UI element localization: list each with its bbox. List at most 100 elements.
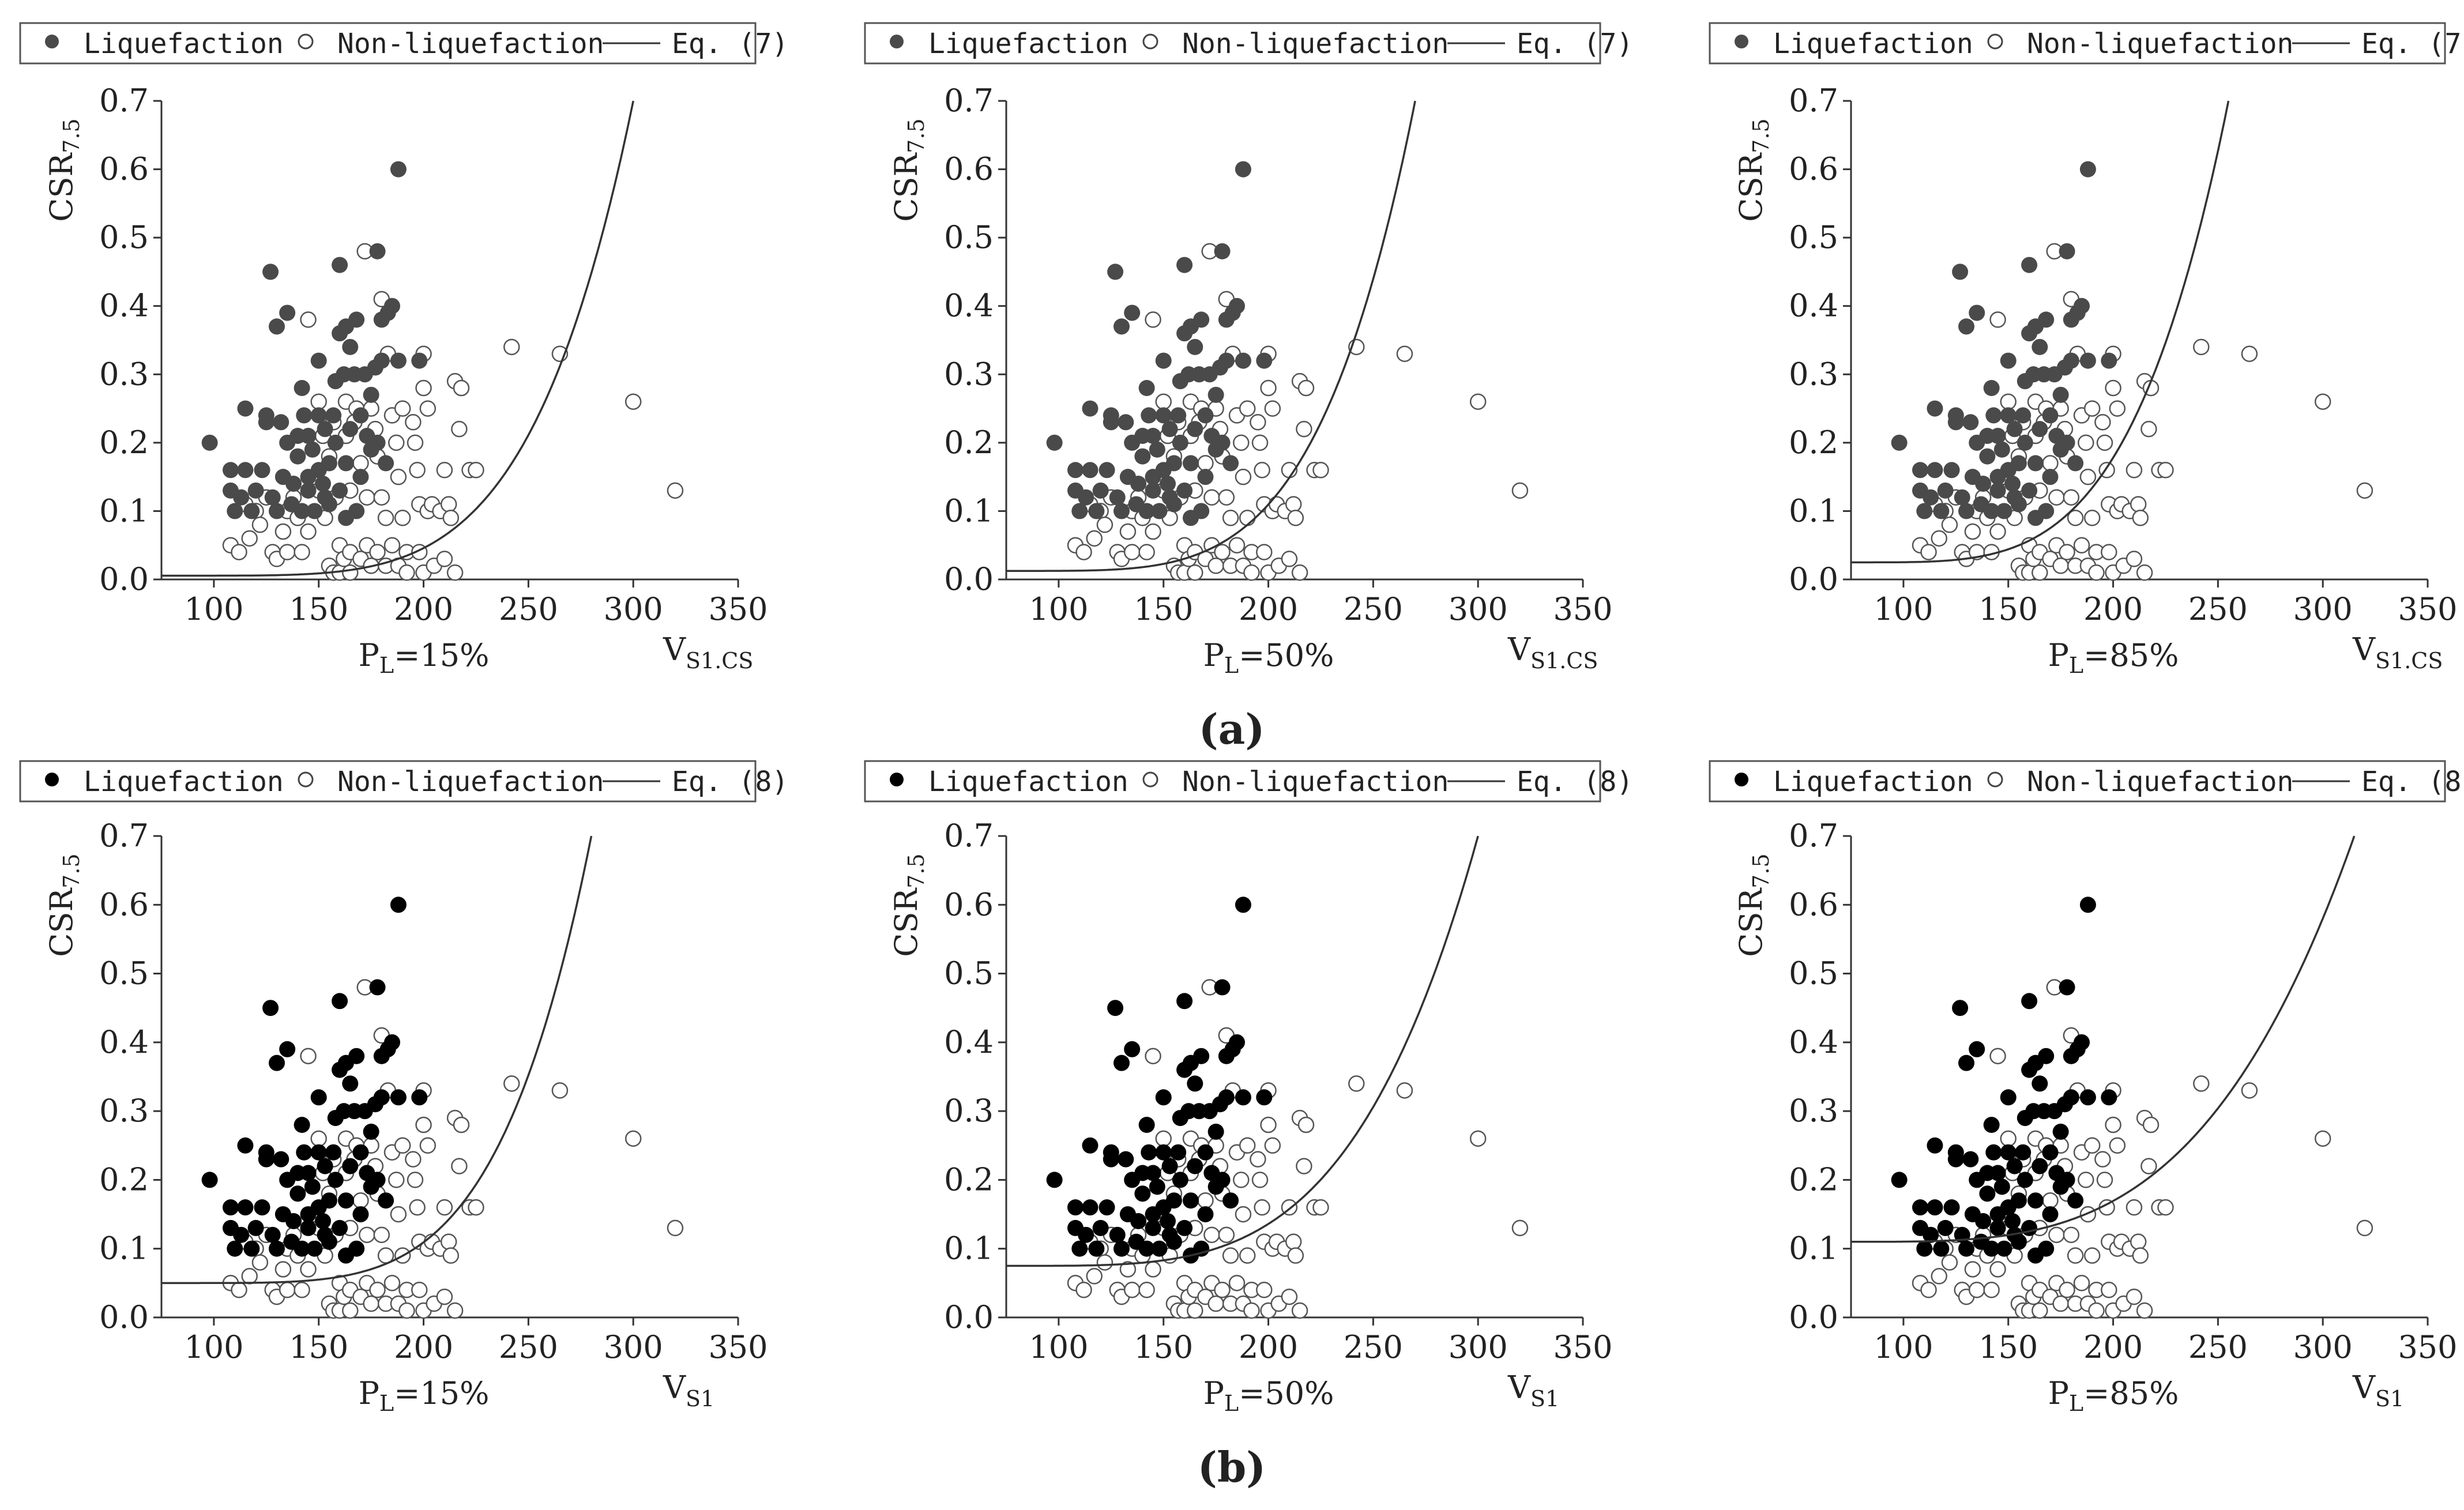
point-non-liquefaction	[390, 1206, 407, 1223]
point-liquefaction	[2015, 1144, 2032, 1161]
point-liquefaction	[1145, 1165, 1161, 1181]
point-non-liquefaction	[1469, 1130, 1487, 1147]
legend-marker-liquefaction	[890, 35, 904, 48]
point-liquefaction	[325, 407, 342, 424]
point-liquefaction	[1923, 489, 1939, 506]
point-non-liquefaction	[2088, 1302, 2105, 1319]
point-non-liquefaction	[373, 489, 390, 506]
point-liquefaction	[363, 386, 379, 403]
point-liquefaction	[1130, 1213, 1147, 1229]
point-non-liquefaction	[2105, 1116, 2121, 1134]
point-non-liquefaction	[468, 1199, 484, 1216]
row-label-b: (b)	[1198, 1443, 1266, 1492]
point-liquefaction	[1937, 482, 1954, 499]
point-liquefaction	[369, 243, 386, 259]
point-non-liquefaction	[2130, 1233, 2147, 1251]
point-liquefaction	[1103, 407, 1119, 424]
point-liquefaction	[1983, 1240, 2000, 1257]
point-non-liquefaction	[2096, 434, 2113, 451]
point-non-liquefaction	[1228, 537, 1246, 553]
point-liquefaction	[1927, 1137, 1943, 1154]
x-tick-label: 200	[394, 591, 453, 627]
y-tick-label: 0.3	[99, 356, 149, 392]
point-non-liquefaction	[2356, 482, 2373, 499]
panel-sublabel: PL=15%	[359, 1375, 490, 1416]
point-liquefaction	[348, 311, 365, 328]
point-liquefaction	[1145, 1219, 1161, 1236]
legend-marker-liquefaction	[1735, 35, 1748, 48]
point-non-liquefaction	[436, 1288, 453, 1305]
point-non-liquefaction	[2094, 414, 2111, 431]
point-non-liquefaction	[1145, 523, 1161, 540]
point-liquefaction	[273, 1151, 289, 1168]
point-liquefaction	[1975, 1213, 1992, 1229]
point-liquefaction	[1207, 386, 1224, 403]
y-tick-label: 0.2	[1789, 1161, 1838, 1198]
point-non-liquefaction	[251, 516, 269, 533]
x-axis-label: VS1.CS	[663, 631, 753, 673]
point-liquefaction	[1149, 1178, 1165, 1195]
legend-marker-liquefaction	[45, 35, 59, 48]
point-liquefaction	[332, 1219, 348, 1236]
y-tick-label: 0.7	[99, 82, 149, 119]
point-non-liquefaction	[1285, 496, 1302, 513]
legend-label-liquefaction: Liquefaction	[928, 28, 1128, 60]
boundary-curve	[1851, 100, 2230, 564]
panel-r0-c0: Liquefaction Non-liquefaction Eq. (7) 0.0 0.…	[19, 22, 788, 678]
point-liquefaction	[2027, 455, 2044, 472]
point-liquefaction	[321, 1233, 337, 1250]
x-axis-label: VS1	[1507, 1369, 1559, 1411]
point-non-liquefaction	[2083, 510, 2101, 526]
legend-marker-non-liquefaction	[1987, 33, 2003, 50]
panel-sublabel: PL=15%	[359, 637, 490, 678]
point-liquefaction	[1118, 1151, 1134, 1168]
point-liquefaction	[233, 1226, 250, 1243]
point-non-liquefaction	[1155, 1130, 1172, 1147]
legend-marker-liquefaction	[45, 773, 59, 786]
point-liquefaction	[2021, 482, 2038, 499]
point-liquefaction	[1092, 482, 1109, 499]
point-non-liquefaction	[1218, 489, 1235, 506]
point-liquefaction	[1155, 1144, 1172, 1161]
point-liquefaction	[2063, 1089, 2079, 1106]
point-non-liquefaction	[1243, 1302, 1260, 1319]
point-liquefaction	[306, 503, 323, 519]
point-liquefaction	[342, 338, 359, 355]
legend-label-non-liquefaction: Non-liquefaction	[337, 28, 604, 60]
point-liquefaction	[1983, 1117, 2000, 1133]
y-axis-label-subscript: 7.5	[59, 853, 84, 888]
point-liquefaction	[2059, 243, 2075, 259]
point-non-liquefaction	[451, 420, 468, 438]
point-liquefaction	[1952, 263, 1969, 280]
point-liquefaction	[1943, 1199, 1960, 1216]
y-tick-label: 0.1	[944, 1230, 994, 1267]
point-non-liquefaction	[1287, 510, 1304, 526]
y-tick-label: 0.6	[944, 151, 994, 187]
point-liquefaction	[2063, 352, 2079, 369]
point-non-liquefaction	[2130, 496, 2147, 513]
y-tick-label: 0.0	[99, 1299, 149, 1335]
point-non-liquefaction	[2067, 510, 2084, 526]
point-non-liquefaction	[359, 489, 375, 506]
point-non-liquefaction	[1239, 1247, 1256, 1264]
point-non-liquefaction	[310, 1130, 327, 1147]
point-non-liquefaction	[1254, 1199, 1270, 1216]
panel-sublabel-subscript: L	[379, 1391, 394, 1416]
point-liquefaction	[223, 1199, 239, 1216]
x-tick-label: 250	[1344, 1329, 1403, 1365]
point-liquefaction	[1176, 993, 1193, 1010]
point-non-liquefaction	[1233, 434, 1250, 451]
point-non-liquefaction	[2193, 338, 2210, 356]
point-liquefaction	[310, 352, 327, 369]
point-liquefaction	[1962, 1151, 1979, 1168]
point-non-liquefaction	[2157, 1199, 2174, 1216]
point-non-liquefaction	[436, 1199, 453, 1216]
point-liquefaction	[338, 455, 354, 472]
y-tick-label: 0.1	[99, 1230, 149, 1267]
panel-r0-c1: Liquefaction Non-liquefaction Eq. (7) 0.0 0.…	[864, 22, 1633, 678]
x-axis-label-subscript: S1	[686, 1386, 714, 1411]
y-axis-label-subscript: 7.5	[1748, 853, 1774, 888]
y-tick-label: 0.1	[944, 492, 994, 529]
point-liquefaction	[378, 1192, 394, 1209]
point-liquefaction	[352, 1144, 369, 1161]
